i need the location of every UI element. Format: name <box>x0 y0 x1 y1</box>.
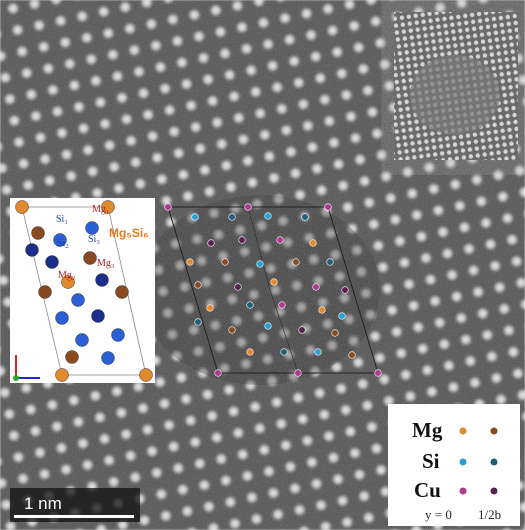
atom-sphere <box>16 201 29 214</box>
atom-sphere <box>116 286 129 299</box>
atom-dot <box>313 284 320 291</box>
atom-dot <box>299 327 306 334</box>
atom-dot <box>265 213 272 220</box>
scale-bar-label: 1 nm <box>24 494 62 513</box>
atom-dot <box>215 370 222 377</box>
atom-dot <box>165 204 172 211</box>
atom-dot <box>327 259 334 266</box>
legend-column-label: 1/2b <box>478 507 501 522</box>
atom-sphere <box>140 369 153 382</box>
atom-dot <box>239 237 246 244</box>
atom-sphere <box>26 244 39 257</box>
atom-dot <box>293 259 300 266</box>
fft-inset <box>394 12 518 160</box>
atom-sphere <box>76 334 89 347</box>
atom-sphere <box>84 252 97 265</box>
atom-sphere <box>102 352 115 365</box>
atom-dot <box>195 319 202 326</box>
legend-row-label: Si <box>422 449 440 473</box>
atom-dot <box>277 237 284 244</box>
atom-label: Si₁ <box>56 214 68 225</box>
atom-dot <box>271 279 278 286</box>
inset-title: Mg₅Si₆ <box>109 226 149 240</box>
atom-label: Si₃ <box>88 234 100 245</box>
atom-dot <box>235 284 242 291</box>
atom-sphere <box>96 274 109 287</box>
legend-row-label: Cu <box>414 478 441 502</box>
atom-dot <box>229 327 236 334</box>
atom-dot <box>342 287 349 294</box>
atom-dot <box>222 259 229 266</box>
atom-sphere <box>56 369 69 382</box>
structure-inset: Mg₅Si₆ Si₁ Mg₁ Si₂ Si₃ Mg₂ Mg₃ <box>10 198 155 383</box>
micrograph-figure: Mg₅Si₆ Si₁ Mg₁ Si₂ Si₃ Mg₂ Mg₃ 1 nm Mg Si Cu … <box>0 0 525 530</box>
atom-sphere <box>56 312 69 325</box>
atom-dot <box>315 349 322 356</box>
atom-sphere <box>72 294 85 307</box>
atom-dot <box>247 302 254 309</box>
atom-label: Mg₃ <box>97 258 114 269</box>
atom-label: Mg₂ <box>58 270 75 281</box>
atom-dot <box>302 214 309 221</box>
legend: Mg Si Cu y = 0 1/2b <box>388 404 520 526</box>
atom-sphere <box>39 286 52 299</box>
legend-row-label: Mg <box>412 418 443 442</box>
atom-dot <box>207 305 214 312</box>
atom-dot <box>245 204 252 211</box>
atom-dot <box>295 370 302 377</box>
atom-label: Mg₁ <box>92 204 109 215</box>
atom-sphere <box>32 227 45 240</box>
atom-sphere <box>92 310 105 323</box>
atom-dot <box>192 214 199 221</box>
atom-sphere <box>66 351 79 364</box>
atom-sphere <box>86 222 99 235</box>
atom-dot <box>349 352 356 359</box>
atom-sphere <box>46 256 59 269</box>
atom-dot <box>325 204 332 211</box>
atom-dot <box>265 323 272 330</box>
atom-dot <box>339 313 346 320</box>
atom-dot <box>257 261 264 268</box>
atom-dot <box>332 330 339 337</box>
scale-bar: 1 nm <box>10 488 140 522</box>
atom-dot <box>229 214 236 221</box>
atom-dot <box>279 302 286 309</box>
atom-sphere <box>112 329 125 342</box>
atom-dot <box>187 259 194 266</box>
atom-label: Si₂ <box>57 238 69 249</box>
atom-dot <box>195 282 202 289</box>
atom-dot <box>319 307 326 314</box>
atom-dot <box>375 370 382 377</box>
legend-column-label: y = 0 <box>425 507 452 522</box>
atom-dot <box>208 240 215 247</box>
atom-dot <box>281 349 288 356</box>
atom-dot <box>247 349 254 356</box>
atom-dot <box>310 240 317 247</box>
